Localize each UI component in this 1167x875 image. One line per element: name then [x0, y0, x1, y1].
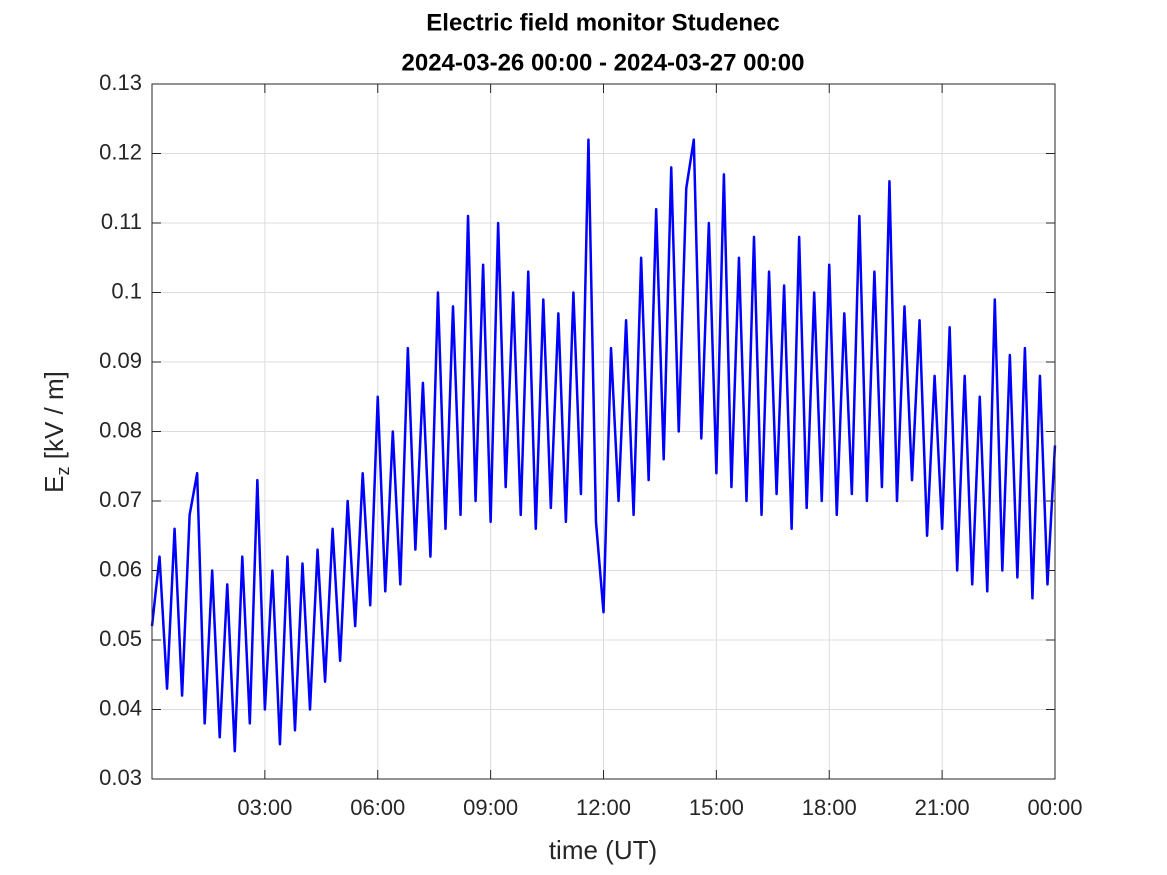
y-label-rest: [kV / m]	[39, 371, 69, 466]
chart-subtitle: 2024-03-26 00:00 - 2024-03-27 00:00	[402, 49, 805, 76]
y-tick-label: 0.1	[111, 278, 142, 303]
y-tick-label: 0.09	[99, 348, 142, 373]
y-tick-label: 0.07	[99, 487, 142, 512]
ticks: 0.03 0.04 0.05 0.06 0.07 0.08 0.09 0.1 0.11 0.12 0…	[99, 70, 1082, 820]
y-tick-label: 0.11	[101, 209, 142, 234]
y-tick-label: 0.05	[99, 626, 142, 651]
chart-title: Electric field monitor Studenec	[426, 9, 779, 36]
x-axis-label: time (UT)	[549, 835, 657, 865]
y-tick-label: 0.12	[99, 139, 142, 164]
data-line	[150, 138, 1057, 753]
y-axis-label: Ez [kV / m]	[39, 371, 73, 493]
x-tick-label: 18:00	[802, 795, 857, 820]
y-tick-label: 0.13	[99, 70, 142, 95]
x-tick-label: 12:00	[576, 795, 631, 820]
x-tick-label: 21:00	[915, 795, 970, 820]
y-tick-label: 0.03	[99, 765, 142, 790]
x-tick-label: 03:00	[237, 795, 292, 820]
y-tick-label: 0.08	[99, 417, 142, 442]
y-label-sub: z	[53, 467, 73, 476]
x-tick-label: 15:00	[689, 795, 744, 820]
x-tick-label: 06:00	[350, 795, 405, 820]
y-label-main: E	[39, 476, 69, 493]
y-tick-label: 0.04	[99, 695, 142, 720]
marks	[150, 138, 1057, 753]
x-tick-label: 09:00	[463, 795, 518, 820]
y-tick-label: 0.06	[99, 556, 142, 581]
x-tick-label: 00:00	[1027, 795, 1082, 820]
